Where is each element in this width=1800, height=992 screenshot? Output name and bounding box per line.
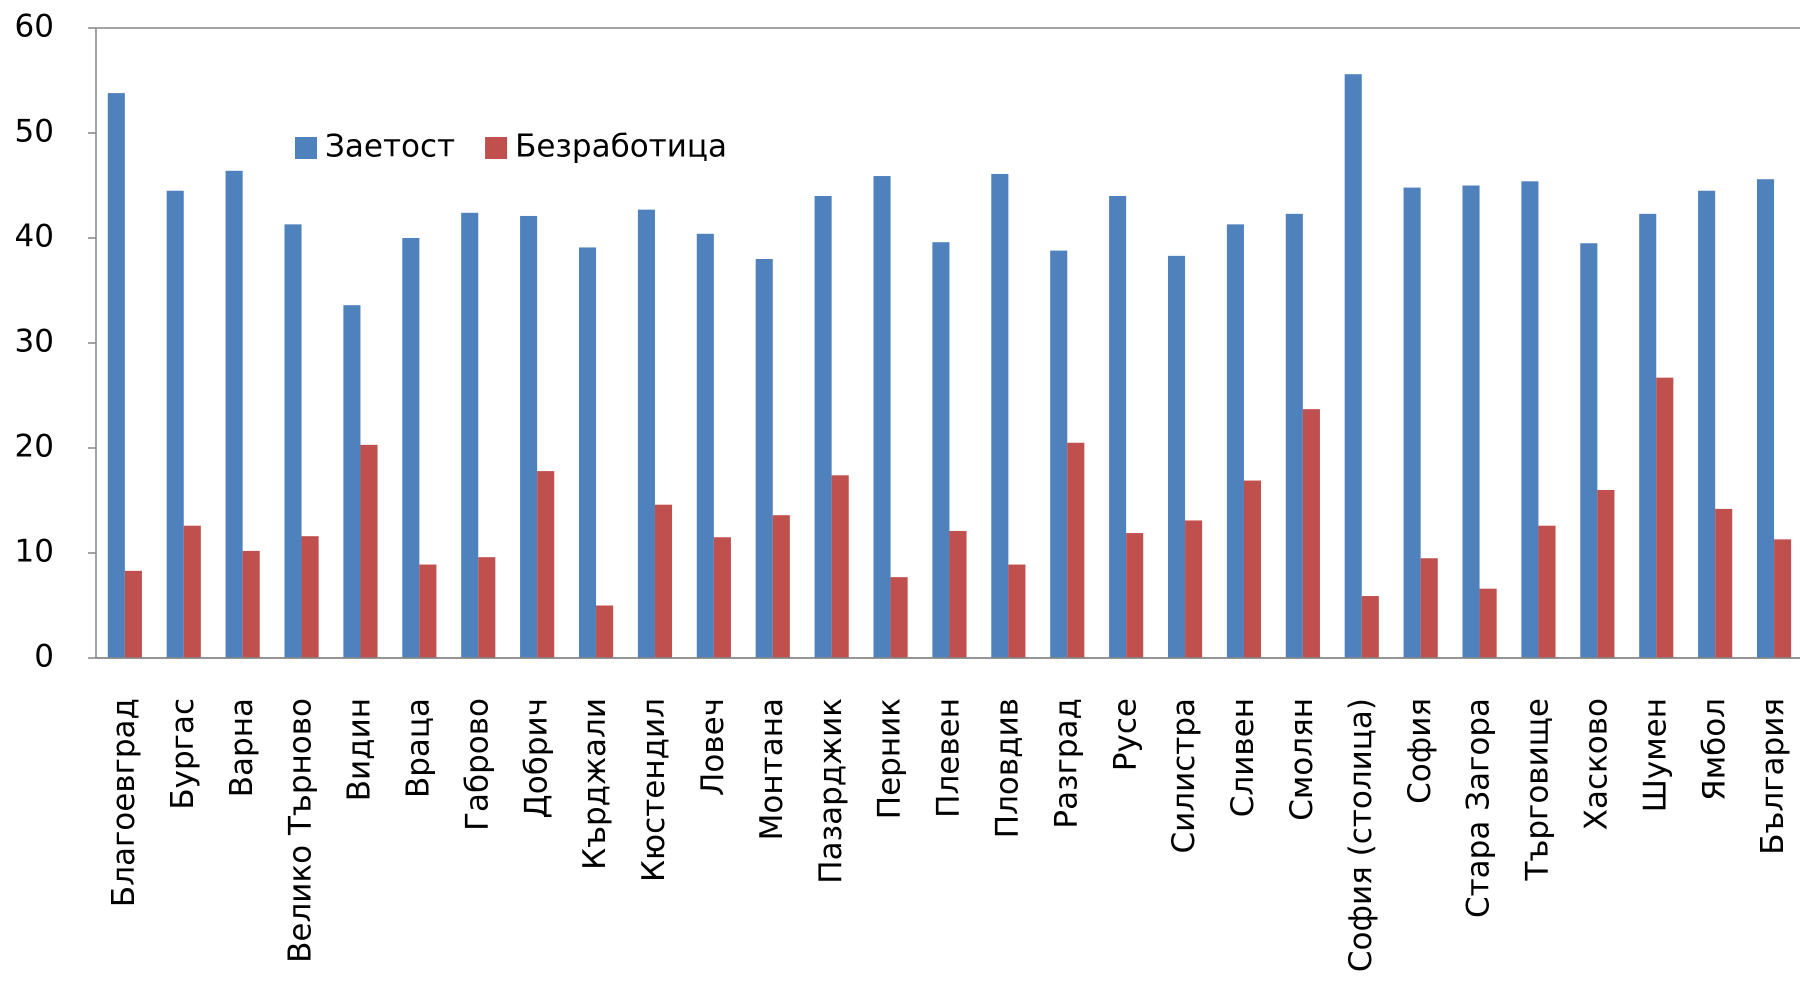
bar — [1639, 213, 1657, 658]
bar — [696, 233, 714, 659]
bar — [520, 215, 538, 658]
x-tick-label: София — [1402, 698, 1438, 804]
x-tick-label: Бургас — [165, 698, 201, 810]
x-tick-label: Разград — [1048, 698, 1084, 829]
bar — [1067, 442, 1085, 658]
bar — [1698, 190, 1716, 658]
bar — [242, 550, 260, 658]
bar — [596, 605, 614, 658]
bar — [1050, 250, 1068, 658]
bar — [578, 247, 597, 658]
x-tick-label: Силистра — [1166, 698, 1202, 854]
x-tick-label: България — [1755, 698, 1791, 855]
x-tick-label: Благоевград — [106, 698, 142, 907]
bar — [1403, 187, 1421, 658]
x-tick-label: Смолян — [1284, 698, 1320, 821]
bar — [284, 224, 302, 658]
bar — [1109, 196, 1127, 658]
y-tick-label: 10 — [15, 534, 54, 570]
bar — [772, 515, 790, 658]
x-tick-label: Перник — [872, 698, 908, 819]
x-tick-label: София (столица) — [1343, 698, 1379, 972]
x-tick-label: Пловдив — [989, 698, 1025, 838]
legend-label: Безработица — [515, 129, 727, 165]
bar — [949, 530, 967, 658]
bar — [1302, 409, 1320, 658]
bar — [873, 176, 891, 659]
legend-swatch — [295, 137, 317, 159]
bar — [1774, 539, 1792, 658]
bar — [1597, 490, 1615, 658]
bar — [124, 570, 142, 658]
x-tick-label: Кюстендил — [636, 698, 672, 882]
bar — [478, 557, 496, 658]
bar — [1226, 224, 1244, 658]
bar — [537, 471, 555, 658]
bar — [1285, 213, 1303, 658]
bar — [755, 259, 773, 658]
y-tick-label: 40 — [15, 219, 54, 255]
legend-label: Заетост — [325, 129, 455, 165]
bar — [1462, 185, 1480, 658]
bar — [402, 238, 420, 658]
bar — [890, 577, 908, 658]
bar — [831, 475, 849, 658]
x-tick-label: Пазарджик — [813, 698, 849, 884]
bar — [301, 536, 319, 658]
bar — [1344, 74, 1362, 658]
y-tick-label: 60 — [15, 9, 54, 45]
x-tick-label: Варна — [224, 698, 260, 797]
bar — [166, 190, 184, 658]
bar — [1656, 377, 1674, 658]
bar — [713, 537, 731, 658]
x-tick-label: Плевен — [931, 698, 967, 818]
x-tick-label: Габрово — [459, 698, 495, 831]
bar — [654, 504, 673, 658]
bar — [1580, 243, 1598, 658]
bar — [183, 525, 201, 658]
x-tick-label: Видин — [342, 698, 378, 801]
bar — [1185, 520, 1203, 658]
bar — [225, 170, 243, 659]
x-tick-label: Добрич — [518, 698, 554, 818]
bar — [1126, 533, 1144, 658]
y-tick-label: 0 — [34, 639, 54, 675]
x-tick-label: Сливен — [1225, 698, 1261, 817]
bar — [1361, 596, 1379, 658]
x-tick-label: Монтана — [754, 698, 790, 840]
x-tick-label: Русе — [1107, 698, 1143, 771]
bar — [932, 242, 950, 658]
bar — [1243, 480, 1262, 658]
bar — [1167, 255, 1186, 658]
x-tick-label: Ловеч — [695, 698, 731, 796]
bar — [1521, 181, 1539, 659]
x-tick-label: Хасково — [1578, 698, 1614, 830]
bar — [637, 209, 655, 658]
y-tick-label: 50 — [15, 114, 54, 150]
bar — [1715, 508, 1733, 658]
y-tick-label: 30 — [15, 324, 54, 360]
bar — [1420, 558, 1438, 658]
x-tick-label: Велико Търново — [283, 698, 319, 963]
x-tick-label: Стара Загора — [1461, 698, 1497, 918]
x-tick-label: Търговище — [1520, 698, 1556, 881]
bar — [343, 305, 361, 658]
x-tick-label: Шумен — [1637, 698, 1673, 812]
y-tick-label: 20 — [15, 429, 54, 465]
bar — [1479, 588, 1497, 658]
bar — [419, 564, 437, 658]
bar — [814, 196, 832, 658]
bar — [360, 444, 378, 658]
x-tick-label: Кърджали — [577, 698, 613, 870]
bar — [1756, 179, 1775, 658]
bar — [991, 173, 1009, 658]
x-tick-label: Ямбол — [1696, 698, 1732, 801]
bar — [1008, 564, 1026, 658]
bar — [1538, 525, 1556, 658]
bar — [107, 93, 125, 659]
x-tick-label: Враца — [400, 698, 436, 798]
bar — [461, 212, 479, 659]
legend-swatch — [485, 137, 508, 159]
